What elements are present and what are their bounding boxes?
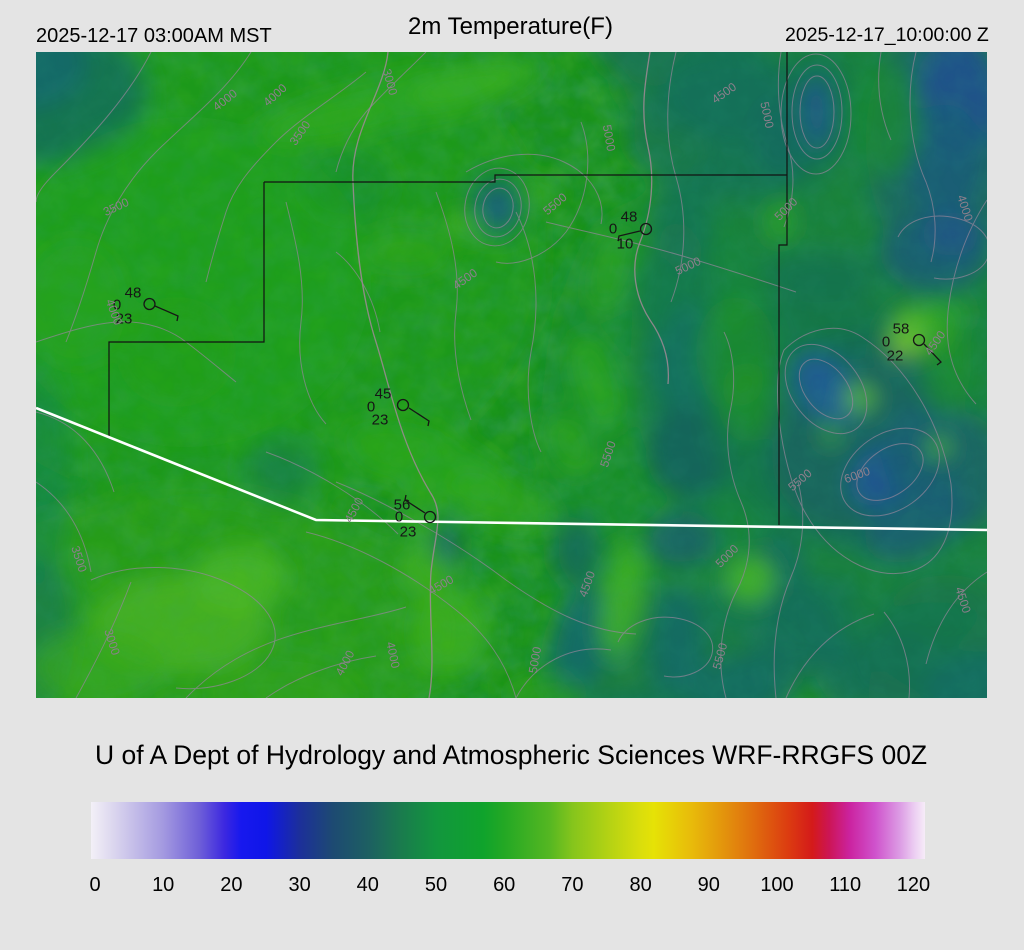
svg-text:48: 48	[621, 209, 638, 226]
svg-text:0: 0	[609, 221, 617, 238]
svg-text:23: 23	[400, 524, 417, 541]
svg-text:0: 0	[113, 297, 121, 314]
svg-text:48: 48	[125, 285, 142, 302]
svg-text:5000: 5000	[600, 124, 618, 153]
svg-text:5500: 5500	[710, 641, 731, 671]
svg-text:22: 22	[887, 348, 904, 365]
svg-text:56: 56	[394, 497, 411, 514]
svg-text:23: 23	[372, 412, 389, 429]
svg-text:0: 0	[367, 399, 375, 416]
svg-text:23: 23	[116, 311, 133, 328]
svg-text:3000: 3000	[380, 67, 401, 97]
svg-text:4000: 4000	[383, 640, 402, 669]
svg-text:5000: 5000	[757, 100, 776, 129]
svg-text:0: 0	[882, 334, 890, 351]
svg-text:58: 58	[893, 321, 910, 338]
svg-text:45: 45	[375, 386, 392, 403]
svg-text:0: 0	[395, 509, 403, 526]
svg-text:5000: 5000	[526, 645, 544, 674]
svg-text:10: 10	[617, 236, 634, 253]
